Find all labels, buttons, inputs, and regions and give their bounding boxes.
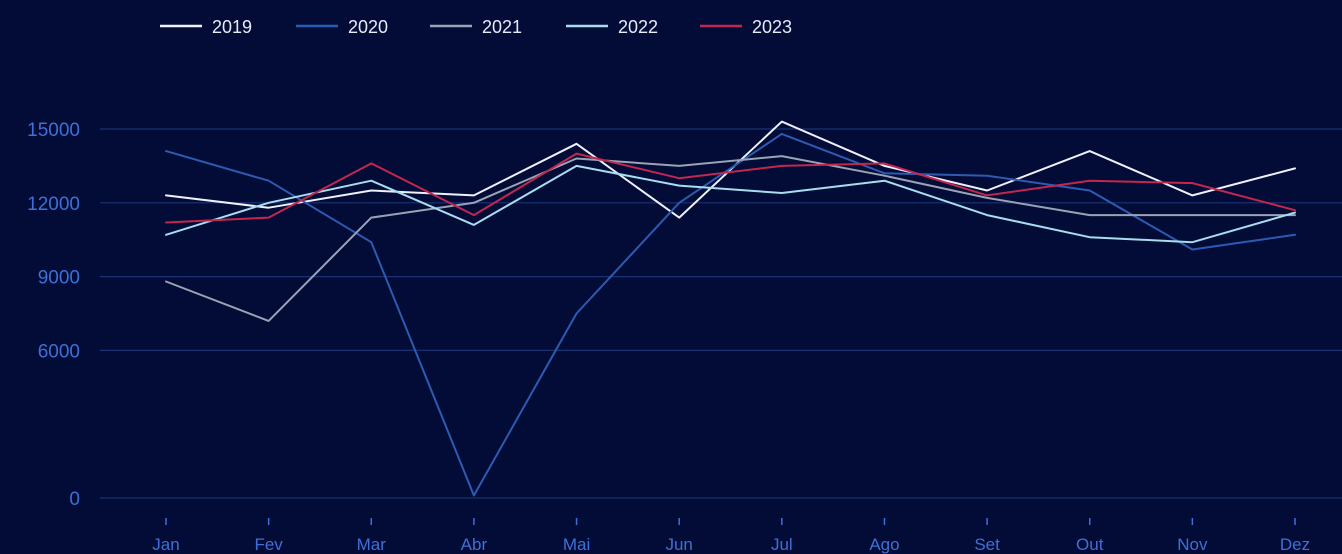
- y-tick-label: 12000: [27, 194, 80, 215]
- series-lines: [165, 120, 1296, 497]
- legend-label: 2019: [212, 17, 252, 37]
- y-tick-label: 15000: [27, 120, 80, 141]
- legend-label: 2022: [618, 17, 658, 37]
- legend-item-2021: 2021: [430, 17, 522, 37]
- x-tick-label: Jan: [152, 535, 179, 554]
- x-tick-label: Out: [1076, 535, 1104, 554]
- legend-label: 2020: [348, 17, 388, 37]
- x-tick-label: Mai: [563, 535, 590, 554]
- y-tick-label: 0: [69, 489, 80, 510]
- series-line-2021: [165, 155, 1296, 322]
- legend-label: 2021: [482, 17, 522, 37]
- x-tick-label: Nov: [1177, 535, 1208, 554]
- x-tick-label: Jul: [771, 535, 793, 554]
- y-tick-label: 9000: [38, 268, 80, 289]
- series-line-2019: [165, 120, 1296, 219]
- legend-label: 2023: [752, 17, 792, 37]
- series-line-2020: [165, 132, 1296, 497]
- series-line-2022: [165, 164, 1296, 244]
- legend-item-2019: 2019: [160, 17, 252, 37]
- x-tick-label: Abr: [461, 535, 488, 554]
- x-tick-label: Dez: [1280, 535, 1310, 554]
- legend-item-2020: 2020: [296, 17, 388, 37]
- x-tick-label: Set: [974, 535, 1000, 554]
- x-tick-label: Fev: [254, 535, 283, 554]
- series-line-2023: [165, 152, 1296, 224]
- legend: 2019 2020 2021 2022 2023: [160, 17, 792, 37]
- legend-item-2023: 2023: [700, 17, 792, 37]
- x-tick-label: Ago: [869, 535, 899, 554]
- gridlines: [100, 128, 1342, 499]
- y-axis-ticks: 0 6000 9000 12000 15000: [27, 120, 80, 510]
- x-tick-label: Jun: [665, 535, 692, 554]
- y-tick-label: 6000: [38, 341, 80, 362]
- x-tick-label: Mar: [357, 535, 387, 554]
- x-axis-ticks: Jan Fev Mar Abr Mai Jun Jul Ago Set Out Nov Dez: [152, 518, 1310, 554]
- legend-item-2022: 2022: [566, 17, 658, 37]
